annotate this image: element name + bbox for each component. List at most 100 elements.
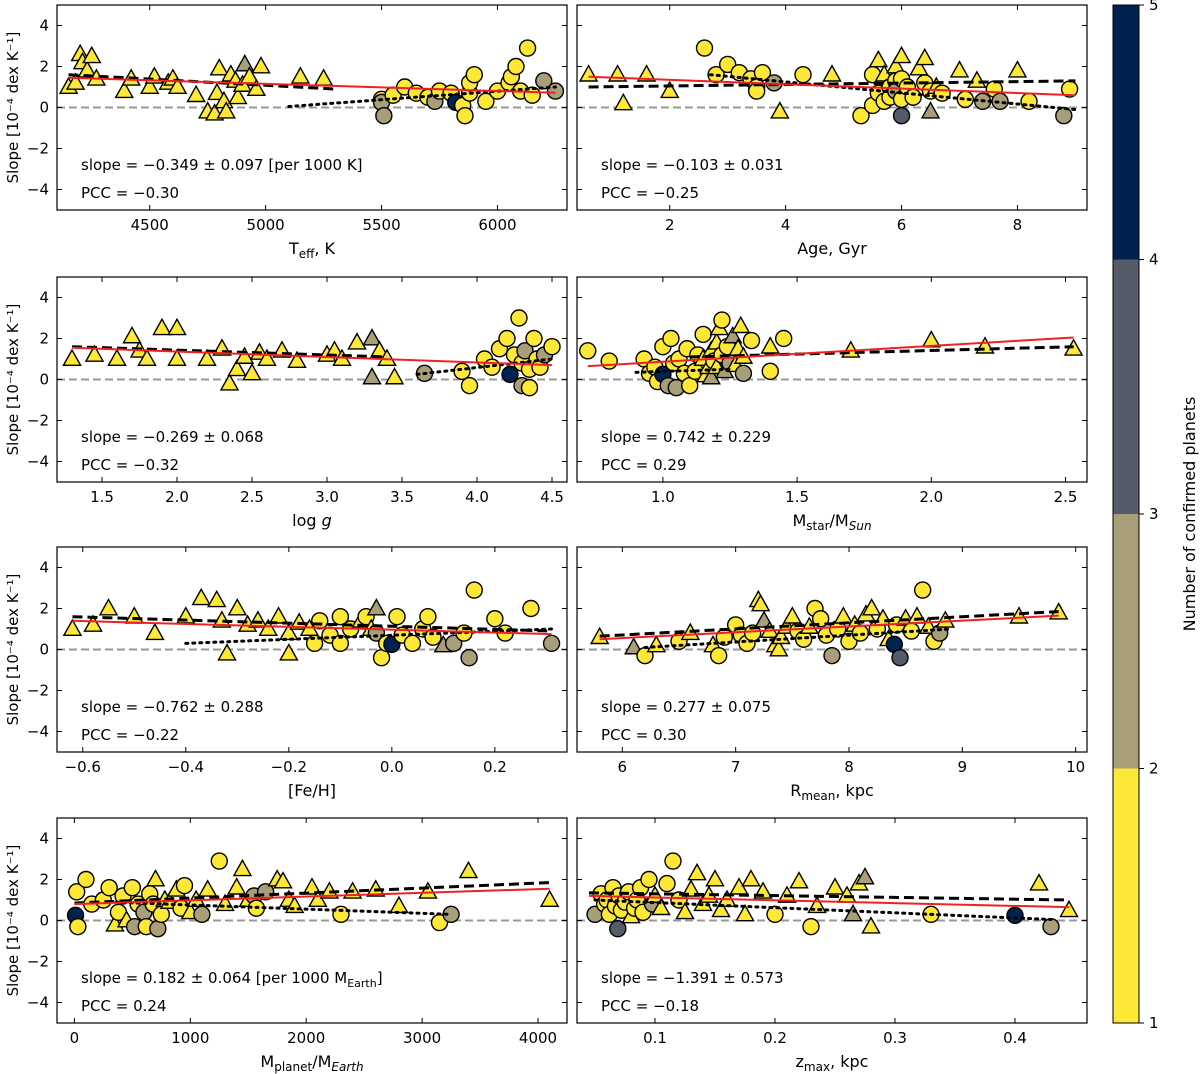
data-point-triangle	[891, 45, 912, 64]
data-point-triangle	[167, 317, 187, 336]
y-axis-label: Slope [10⁻⁴ dex K⁻¹]	[4, 845, 22, 997]
data-point-circle	[520, 379, 539, 397]
pcc-annotation: PCC = 0.29	[601, 456, 687, 474]
data-point-triangle	[750, 593, 771, 612]
data-point-circle	[175, 876, 194, 895]
slope-annotation: slope = −1.391 ± 0.573	[601, 969, 784, 987]
data-point-triangle	[313, 68, 334, 86]
data-point-triangle	[242, 362, 262, 381]
data-point-triangle	[539, 889, 560, 907]
data-point-triangle	[659, 80, 680, 99]
fit-line-red	[74, 887, 550, 906]
scatter-panel-7: 0 1000 2000 3000 4000 −4 −2 0 2 4 slope = 0.182 ± …	[4, 817, 568, 1074]
data-point-triangle	[701, 367, 721, 385]
data-point-circle	[149, 920, 167, 938]
y-tick-label: 0	[39, 641, 49, 659]
plot-area	[589, 581, 1069, 667]
scatter-panel-8: 0.1 0.2 0.3 0.4 slope = −1.391 ± 0.573 PCC = …	[576, 817, 1088, 1074]
data-point-circle	[522, 599, 540, 618]
data-point-triangle	[219, 373, 240, 391]
data-point-circle	[193, 905, 211, 924]
data-point-triangle	[782, 606, 803, 624]
scatter-panel-2: 2 4 6 8 slope = −0.103 ± 0.031 PCC = −0.25 Age…	[576, 4, 1088, 258]
data-point-triangle	[861, 598, 882, 616]
data-point-triangle	[65, 72, 86, 90]
data-point-triangle	[98, 598, 119, 616]
x-tick-label: 8	[1013, 216, 1023, 234]
data-point-triangle	[909, 58, 929, 76]
data-point-triangle	[907, 606, 927, 624]
data-point-triangle	[228, 86, 248, 105]
data-point-triangle	[226, 877, 247, 895]
y-axis-label: Slope [10⁻⁴ dex K⁻¹]	[4, 32, 22, 184]
data-point-circle	[823, 646, 841, 665]
data-point-triangle	[258, 618, 278, 636]
x-tick-label: 3000	[403, 1029, 441, 1047]
data-point-circle	[419, 608, 437, 626]
data-point-triangle	[302, 877, 322, 895]
data-point-triangle	[868, 49, 889, 68]
y-tick-label: −4	[27, 453, 49, 471]
data-point-triangle	[139, 76, 160, 95]
x-tick-label: 5500	[362, 216, 400, 234]
data-point-triangle	[681, 879, 701, 897]
data-point-circle	[516, 342, 534, 360]
data-point-triangle	[1009, 606, 1029, 624]
x-tick-label: 2000	[287, 1029, 325, 1047]
data-point-triangle	[235, 54, 255, 72]
y-tick-label: 4	[39, 559, 49, 577]
colorbar-tick-label: 2	[1149, 760, 1159, 778]
data-point-circle	[100, 879, 118, 897]
data-point-triangle	[760, 336, 781, 354]
data-point-circle	[851, 624, 870, 642]
data-point-circle	[460, 376, 479, 395]
x-tick-label: 3.0	[315, 488, 339, 506]
data-point-circle	[761, 362, 779, 380]
colorbar-segment	[1113, 259, 1139, 514]
data-point-circle	[543, 338, 561, 356]
data-point-circle	[662, 329, 680, 348]
scatter-panel-5: −0.6 −0.4 −0.2 0.0 0.2 −4 −2 0 2 4 slope = −0.762 …	[4, 546, 568, 800]
fit-line-dotted	[415, 357, 554, 376]
x-tick-label: 6	[897, 216, 907, 234]
fit-line-dotted	[634, 367, 732, 374]
data-point-circle	[388, 608, 406, 626]
data-point-triangle	[366, 598, 387, 616]
data-point-triangle	[145, 622, 165, 641]
fit-line-red	[71, 346, 553, 367]
slope-annotation: slope = 0.277 ± 0.075	[601, 698, 771, 716]
data-point-triangle	[822, 64, 842, 82]
data-point-triangle	[207, 82, 227, 101]
x-tick-label: 3.5	[390, 488, 414, 506]
data-point-circle	[1055, 106, 1073, 125]
data-point-circle	[664, 852, 682, 870]
data-point-triangle	[705, 869, 725, 887]
y-tick-label: 2	[39, 58, 49, 76]
data-point-triangle	[290, 66, 311, 84]
slope-annotation: slope = 0.182 ± 0.064 [per 1000 MEarth]	[81, 969, 383, 990]
data-point-triangle	[124, 606, 145, 624]
y-tick-label: −2	[27, 412, 49, 430]
colorbar-tick-label: 3	[1149, 505, 1159, 523]
x-tick-label: 1.5	[785, 488, 809, 506]
data-point-triangle	[122, 326, 142, 344]
data-point-triangle	[227, 358, 247, 377]
plot-area	[58, 39, 565, 125]
data-point-triangle	[362, 367, 382, 385]
y-tick-label: 4	[39, 17, 49, 35]
x-axis-label: Mstar/MSun	[792, 511, 871, 533]
data-point-circle	[852, 106, 870, 125]
data-point-triangle	[789, 871, 809, 889]
data-point-triangle	[62, 618, 83, 636]
x-tick-label: 0.4	[1003, 1029, 1027, 1047]
pcc-annotation: PCC = −0.32	[81, 456, 179, 474]
data-point-triangle	[83, 614, 103, 632]
data-point-circle	[640, 870, 658, 889]
data-point-circle	[210, 852, 228, 870]
data-point-triangle	[914, 47, 935, 66]
colorbar-tick-label: 1	[1149, 1014, 1159, 1032]
fit-line-red	[599, 614, 1059, 641]
x-axis-label: Rmean, kpc	[790, 781, 874, 803]
